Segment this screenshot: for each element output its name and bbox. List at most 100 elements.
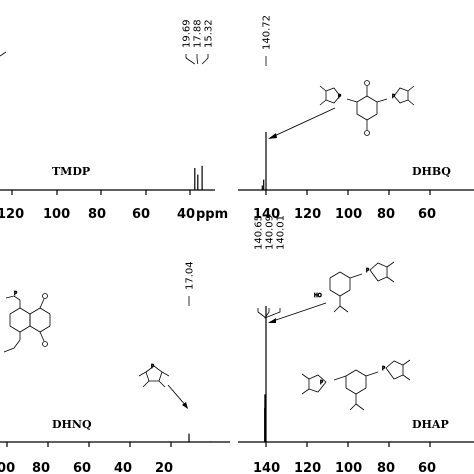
tick-label: 60 xyxy=(132,207,150,222)
peak-label: 15.32 xyxy=(204,19,215,48)
tick-label: 120 xyxy=(294,461,321,474)
p-label-naph: P xyxy=(14,291,17,297)
panel-dhap: 140 120 100 80 60 140.65 140.09 140.01 DHAP HO… xyxy=(238,215,474,474)
arrow-dhbq xyxy=(269,107,336,139)
spectrum-tmdp xyxy=(194,165,203,190)
tick-label: 40 xyxy=(177,207,195,222)
dhap-mono-ring xyxy=(329,271,351,297)
ketone-top-o xyxy=(364,80,370,86)
p-label-left: P xyxy=(338,94,341,100)
p-label-right: P xyxy=(392,94,395,100)
tick-label: 80 xyxy=(377,207,395,222)
arrowhead-dhbq xyxy=(268,133,277,139)
dhap-mono-link xyxy=(349,273,363,279)
arrow-dhap-mono xyxy=(269,302,327,323)
peak-label: 19.69 xyxy=(182,19,193,48)
peak-labels-dhbq: 140.72 xyxy=(262,15,273,66)
dioxaphospholane-left xyxy=(325,87,341,104)
naph-o-top xyxy=(39,298,45,309)
spectrum-dhap xyxy=(264,306,267,442)
dhap-mono-me1 xyxy=(386,261,395,268)
tick-label: 100 xyxy=(335,207,362,222)
peak-label: 140.09 xyxy=(265,215,276,250)
tick-label: 80 xyxy=(88,207,106,222)
p-label-dhap-bis-right: P xyxy=(382,366,385,372)
peak-label: 17.88 xyxy=(193,19,204,48)
tick-label: 60 xyxy=(73,461,91,474)
ketone-bottom-o xyxy=(364,130,370,136)
dhap-bis-link-right xyxy=(365,371,379,377)
dhap-bis-ring xyxy=(345,369,367,395)
dhap-bis-dioxaphos-left xyxy=(308,374,327,393)
fragment-me2 xyxy=(158,380,166,388)
naph-ring-left xyxy=(9,307,31,333)
tick-label: ppm xyxy=(196,207,228,222)
arrow-dhnq xyxy=(167,384,188,408)
ticks-dhbq xyxy=(265,190,431,195)
link-left xyxy=(346,98,358,103)
spectrum-dhnq xyxy=(188,433,212,442)
peak-labels-dhnq: 17.04 xyxy=(185,261,196,306)
p-label-fragment: P xyxy=(151,364,154,370)
panel-tmdp: 120 100 80 60 40 ppm 19.69 17.88 15.32 TMDP xyxy=(0,19,228,222)
molecule-dhap-mono: HO P xyxy=(314,261,395,313)
tick-label: 60 xyxy=(418,207,436,222)
dhap-mono-acetyl-co xyxy=(333,305,349,313)
peak-label: 140.65 xyxy=(254,215,265,250)
ticks-dhnq xyxy=(6,442,172,447)
tick-label: 120 xyxy=(0,207,24,222)
dhap-bis-acetyl-co xyxy=(349,403,365,411)
molecule-dhnq: P xyxy=(3,291,51,353)
dhap-bis-me4 xyxy=(402,374,411,381)
tick-label: 140 xyxy=(253,207,280,222)
tick-labels-dhap: 140 120 100 80 60 xyxy=(253,461,436,474)
arrowhead-dhap-mono xyxy=(268,318,276,323)
tick-labels-dhbq: 140 120 100 80 60 xyxy=(253,207,436,222)
fragment-me3 xyxy=(138,371,147,377)
fragment-me4 xyxy=(161,371,170,377)
tick-label: 20 xyxy=(155,461,173,474)
naph-o-bottom xyxy=(39,331,45,342)
sample-label-dhbq: DHBQ xyxy=(412,165,451,178)
dhap-bis-me2 xyxy=(301,388,310,395)
tick-labels-tmdp: 120 100 80 60 40 ppm xyxy=(0,207,228,222)
naph-o-bottom-atom xyxy=(42,341,48,347)
p-label-dhap-mono: P xyxy=(366,268,369,274)
panel-dhbq: 140 120 100 80 60 140.72 DHBQ P P xyxy=(238,15,474,222)
peak-leader xyxy=(264,308,270,319)
ticks-dhap xyxy=(265,442,431,447)
tick-label: 100 xyxy=(335,461,362,474)
peak-label: 140.72 xyxy=(262,15,273,50)
sample-label-dhap: DHAP xyxy=(412,418,449,431)
fragment-bond-top-left xyxy=(0,51,7,57)
tick-label: 100 xyxy=(43,207,70,222)
dhap-bis-link-left xyxy=(333,375,347,381)
tick-label: 40 xyxy=(114,461,132,474)
dioxaphospholane-right xyxy=(393,87,409,104)
peak-label: 140.01 xyxy=(276,215,287,250)
tick-label: 80 xyxy=(377,461,395,474)
panel-dhnq: 100 80 60 40 20 17.04 DHNQ P P xyxy=(0,261,230,474)
peak-leader xyxy=(196,54,199,65)
dhap-bis-me1 xyxy=(301,373,310,380)
naph-dioxaphos-bottom xyxy=(3,339,21,353)
tick-label: 120 xyxy=(294,207,321,222)
tick-label: 60 xyxy=(418,461,436,474)
dhap-mono-me2 xyxy=(386,276,395,283)
dhap-bis-me3 xyxy=(402,359,411,366)
ring-dhbq xyxy=(356,95,378,121)
arrowhead-dhnq xyxy=(182,402,188,409)
peak-labels-tmdp: 19.69 17.88 15.32 xyxy=(182,19,215,65)
molecule-dhap-bis: P P xyxy=(301,359,411,411)
dhap-bis-dioxaphos-right xyxy=(385,360,404,380)
dhap-mono-dioxaphos xyxy=(369,262,388,282)
tick-label: 140 xyxy=(253,461,280,474)
fragment-me1 xyxy=(142,380,150,388)
peak-leader xyxy=(201,54,209,65)
peak-leader xyxy=(185,54,196,65)
tick-labels-dhnq: 100 80 60 40 20 xyxy=(0,461,173,474)
link-right xyxy=(376,98,388,103)
molecule-tmdp-fragment: P xyxy=(138,364,170,388)
molecule-dhbq: P P xyxy=(319,80,415,136)
